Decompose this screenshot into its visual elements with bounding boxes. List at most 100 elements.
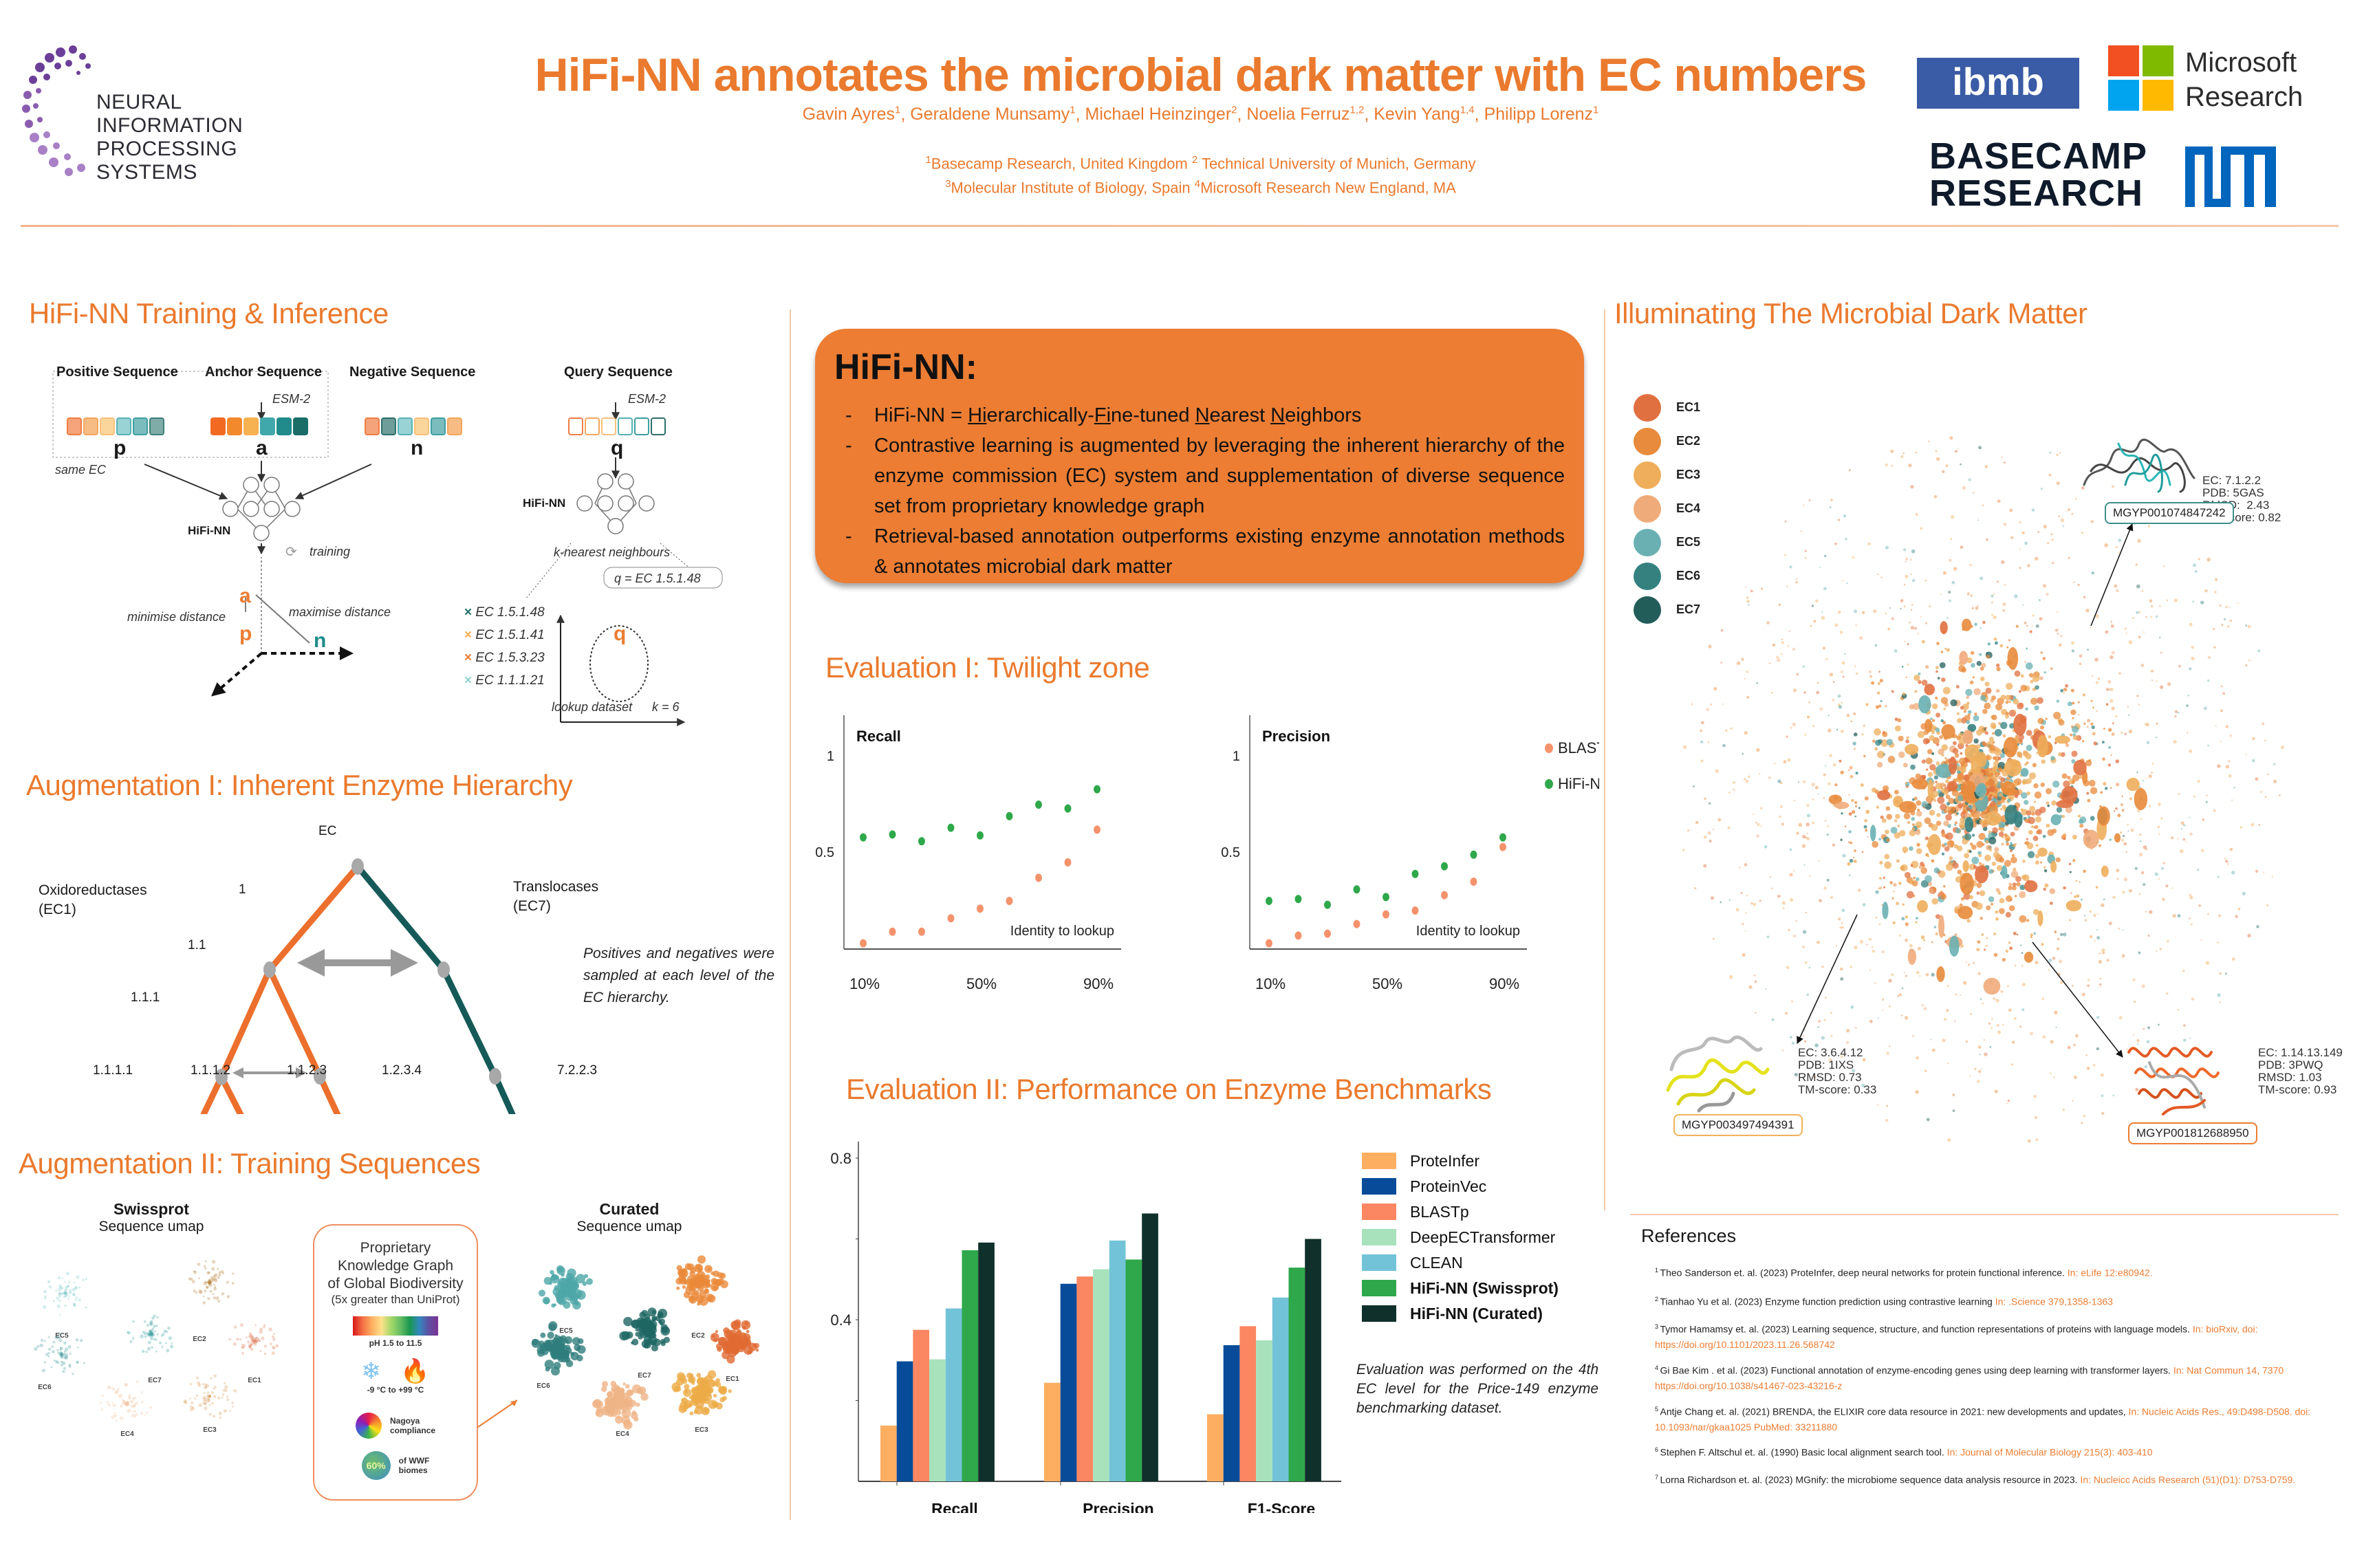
protein-point — [1942, 1038, 1946, 1043]
protein-point — [1765, 988, 1767, 990]
umap-point — [249, 1347, 252, 1349]
protein-point — [2060, 981, 2063, 984]
protein-point — [2071, 641, 2074, 645]
umap-point — [113, 1414, 118, 1417]
protein-point — [1967, 963, 1971, 966]
y-tick-label: 0.5 — [815, 845, 834, 860]
protein-point — [2010, 831, 2015, 837]
protein-point — [2116, 878, 2119, 880]
protein-point — [2069, 919, 2071, 922]
protein-point — [1903, 548, 1907, 552]
protein-point — [1854, 665, 1856, 668]
protein-point — [2028, 816, 2035, 825]
umap-point — [607, 1391, 614, 1398]
protein-point — [1911, 549, 1916, 554]
protein-point — [1855, 772, 1858, 775]
umap-point — [124, 1383, 128, 1387]
protein-point — [1891, 897, 1894, 900]
umap-point — [61, 1354, 63, 1356]
bar-hifi-nn-swissprot--f1score — [1288, 1267, 1305, 1481]
umap-point — [64, 1295, 67, 1298]
protein-point — [2056, 453, 2059, 457]
protein-point — [1985, 687, 1992, 694]
protein-point — [2117, 814, 2121, 818]
protein-point — [2024, 541, 2028, 545]
umap-point — [59, 1347, 62, 1349]
protein-point — [1949, 599, 1951, 602]
protein-point — [2132, 978, 2136, 981]
protein-point — [1768, 776, 1771, 779]
protein-point — [1854, 801, 1858, 804]
protein-point — [1963, 804, 1966, 807]
protein-point — [1994, 772, 1999, 778]
protein-point — [1879, 886, 1883, 890]
umap-point — [60, 1352, 63, 1355]
umap-point — [47, 1281, 50, 1284]
protein-point — [1795, 578, 1797, 580]
umap-point — [208, 1395, 211, 1397]
data-point-blastp — [1064, 858, 1072, 867]
protein-point — [1848, 874, 1851, 877]
protein-point — [2055, 857, 2061, 862]
protein-point — [1849, 858, 1854, 863]
umap-point — [114, 1391, 118, 1395]
protein-cluster — [2083, 829, 2099, 849]
protein-point — [2135, 563, 2138, 566]
protein-point — [2103, 728, 2105, 730]
lookup-dataset-plot — [556, 567, 723, 726]
umap-point — [550, 1270, 554, 1275]
protein-point — [1854, 945, 1858, 950]
protein-point — [2029, 805, 2036, 812]
protein-point — [2025, 662, 2033, 670]
protein-point — [1781, 638, 1783, 640]
protein-point — [1955, 760, 1959, 763]
protein-cluster — [2050, 814, 2061, 825]
umap-point — [615, 1415, 623, 1424]
data-point-blastp — [1441, 891, 1448, 900]
umap-point — [58, 1338, 63, 1342]
protein-point — [2092, 706, 2094, 709]
bar-hifi-nn-curated--f1score — [1305, 1239, 1321, 1481]
protein-point — [1793, 870, 1795, 872]
protein-point — [2144, 1065, 2148, 1069]
protein-point — [2083, 914, 2086, 917]
protein-point — [2101, 948, 2105, 952]
cluster-label: EC2 — [691, 1332, 705, 1340]
umap-point — [205, 1384, 210, 1388]
protein-point — [2138, 704, 2140, 706]
umap-point — [550, 1366, 560, 1376]
protein-point — [2035, 685, 2039, 690]
protein-point — [2035, 844, 2039, 847]
protein-point — [1980, 576, 1984, 580]
reference-source: In: Nucleic Acids Res., 49:D498-D508. do… — [1655, 1406, 2311, 1433]
protein-point — [1710, 703, 1713, 706]
umap-point — [596, 1412, 599, 1416]
protein-point — [2121, 954, 2125, 958]
protein-point — [1877, 682, 1881, 686]
protein-point — [1991, 1027, 1993, 1030]
protein-point — [1759, 825, 1761, 827]
umap-point — [107, 1386, 110, 1389]
protein-point — [2213, 809, 2216, 812]
umap-point — [101, 1394, 105, 1397]
protein-point — [1897, 994, 1900, 997]
protein-point — [2019, 884, 2026, 891]
contrast-arrows — [232, 949, 418, 1078]
protein-point — [1861, 851, 1864, 853]
umap-point — [68, 1365, 72, 1369]
umap-point — [553, 1303, 556, 1307]
protein-point — [1770, 691, 1773, 694]
umap-point — [626, 1331, 633, 1339]
umap-point — [59, 1349, 62, 1351]
cluster-label: EC7 — [148, 1377, 162, 1384]
umap-point — [218, 1273, 221, 1277]
protein-point — [1748, 604, 1750, 606]
protein-point — [2073, 895, 2077, 898]
protein-point — [1854, 748, 1856, 750]
protein-point — [2229, 607, 2231, 609]
protein-point — [1985, 944, 1988, 947]
protein-point — [2125, 851, 2128, 853]
protein-point — [2105, 688, 2110, 691]
umap-point — [60, 1363, 63, 1367]
protein-point — [2193, 795, 2195, 798]
